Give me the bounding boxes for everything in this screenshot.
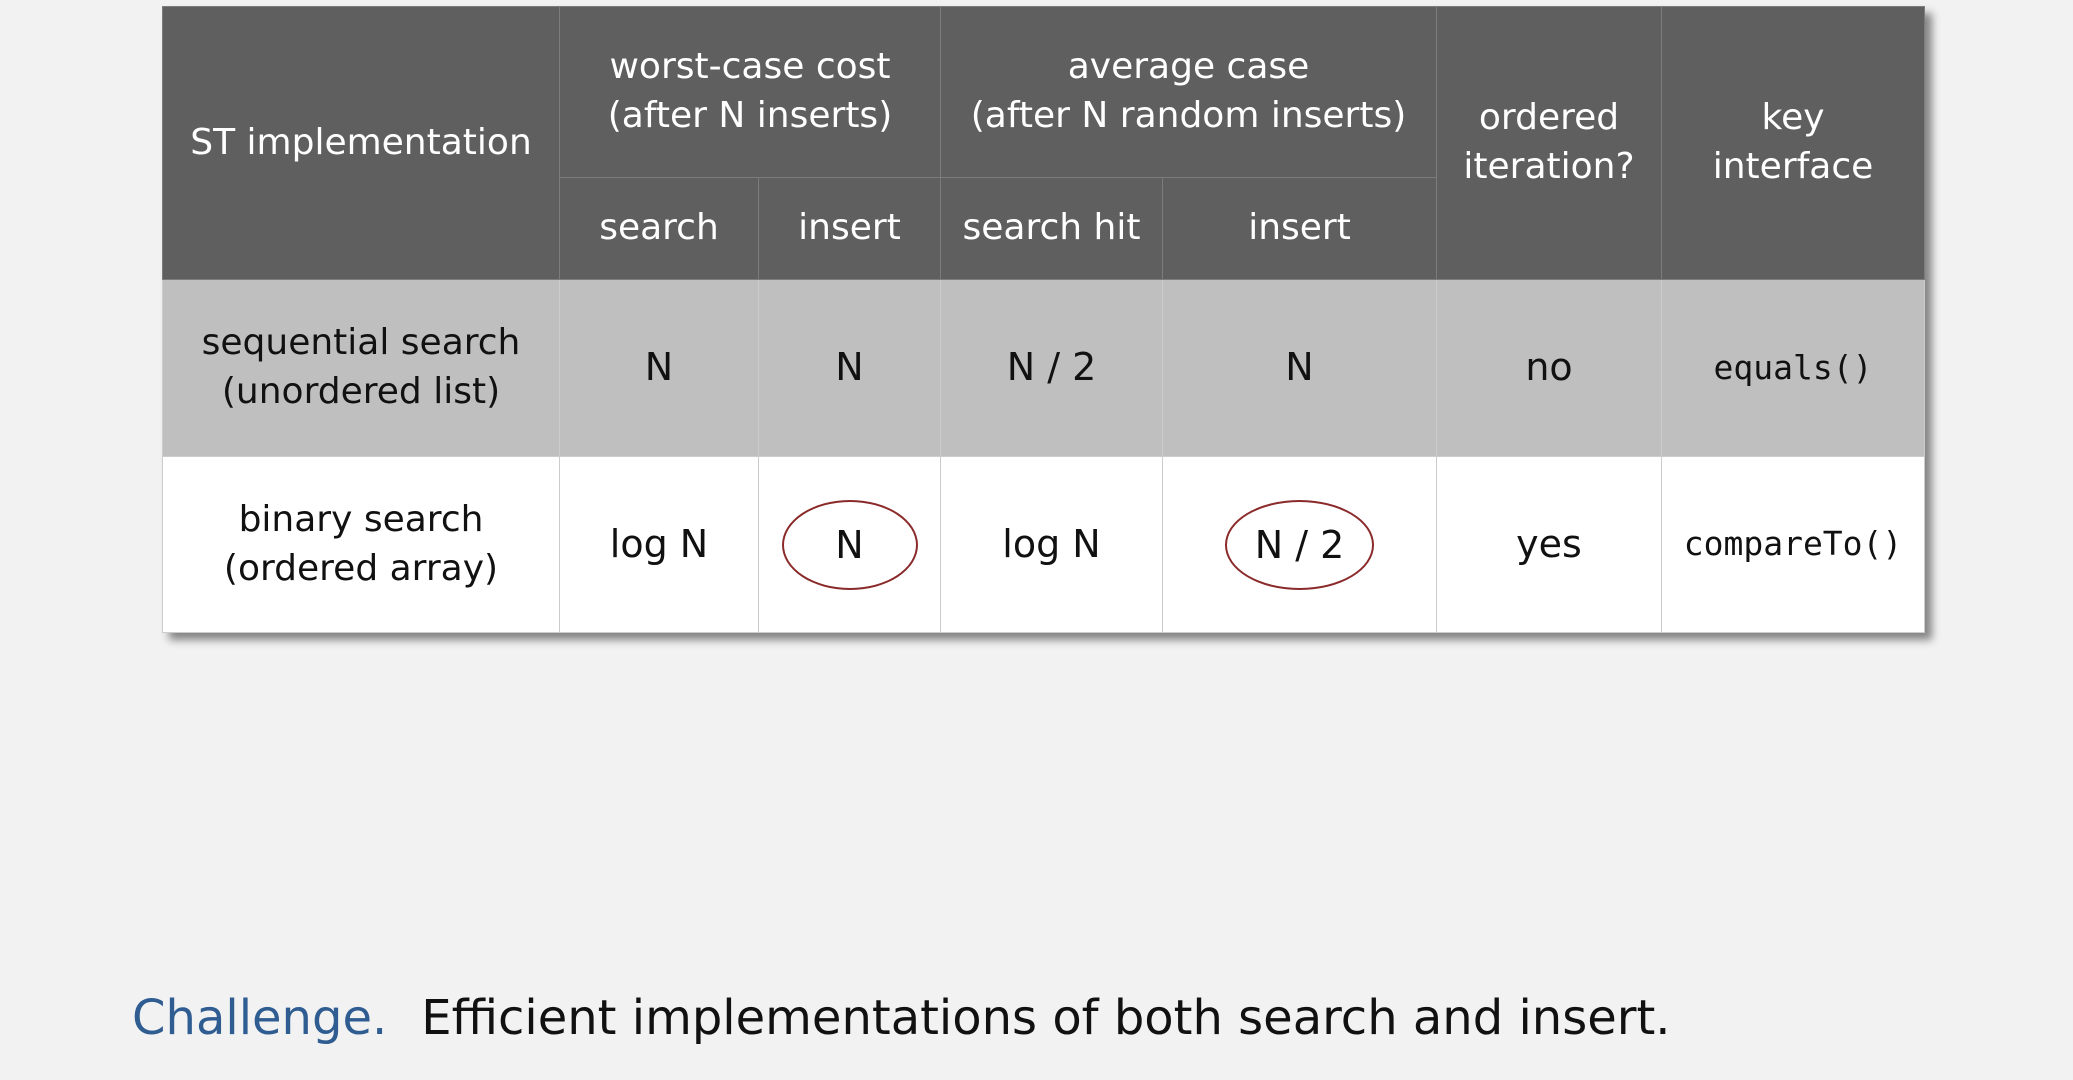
cell-avg-search-hit: N / 2 xyxy=(940,279,1163,457)
cell-ordered-iteration: yes xyxy=(1436,456,1663,633)
table-row-sequential-search: sequential search (unordered list) N N N… xyxy=(162,279,1926,457)
challenge-label: Challenge. xyxy=(132,990,388,1046)
cell-ordered-iteration: no xyxy=(1436,279,1663,457)
subheader-avg-insert: insert xyxy=(1161,177,1438,280)
subheader-worst-search: search xyxy=(559,177,759,280)
cell-avg-search-hit: log N xyxy=(940,456,1163,633)
circled-highlight: N / 2 xyxy=(1224,499,1375,590)
cell-worst-insert: N xyxy=(758,456,941,633)
header-ordered-iteration: ordered iteration? xyxy=(1436,6,1663,280)
cell-worst-insert: N xyxy=(758,279,941,457)
circled-highlight: N xyxy=(781,499,918,590)
cell-worst-search: log N xyxy=(559,456,759,633)
row-label-binary-search: binary search (ordered array) xyxy=(162,456,560,633)
cell-avg-insert: N xyxy=(1161,279,1438,457)
header-average-case: average case (after N random inserts) xyxy=(939,6,1438,178)
row-label-sequential-search: sequential search (unordered list) xyxy=(162,279,560,457)
table-row-binary-search: binary search (ordered array) log N N lo… xyxy=(162,456,1926,633)
challenge-text: Efficient implementations of both search… xyxy=(421,990,1671,1046)
header-st-implementation: ST implementation xyxy=(162,6,560,280)
cell-worst-search: N xyxy=(559,279,759,457)
header-worst-case-cost: worst-case cost (after N inserts) xyxy=(559,6,941,178)
cell-key-interface: compareTo() xyxy=(1661,456,1926,633)
symbol-table-comparison: ST implementation worst-case cost (after… xyxy=(162,6,1926,633)
cell-key-interface: equals() xyxy=(1661,279,1926,457)
header-key-interface: key interface xyxy=(1661,6,1926,280)
subheader-worst-insert: insert xyxy=(758,177,941,280)
challenge-statement: Challenge. Efficient implementations of b… xyxy=(132,990,1671,1046)
cell-avg-insert: N / 2 xyxy=(1161,456,1438,633)
subheader-avg-search-hit: search hit xyxy=(940,177,1163,280)
